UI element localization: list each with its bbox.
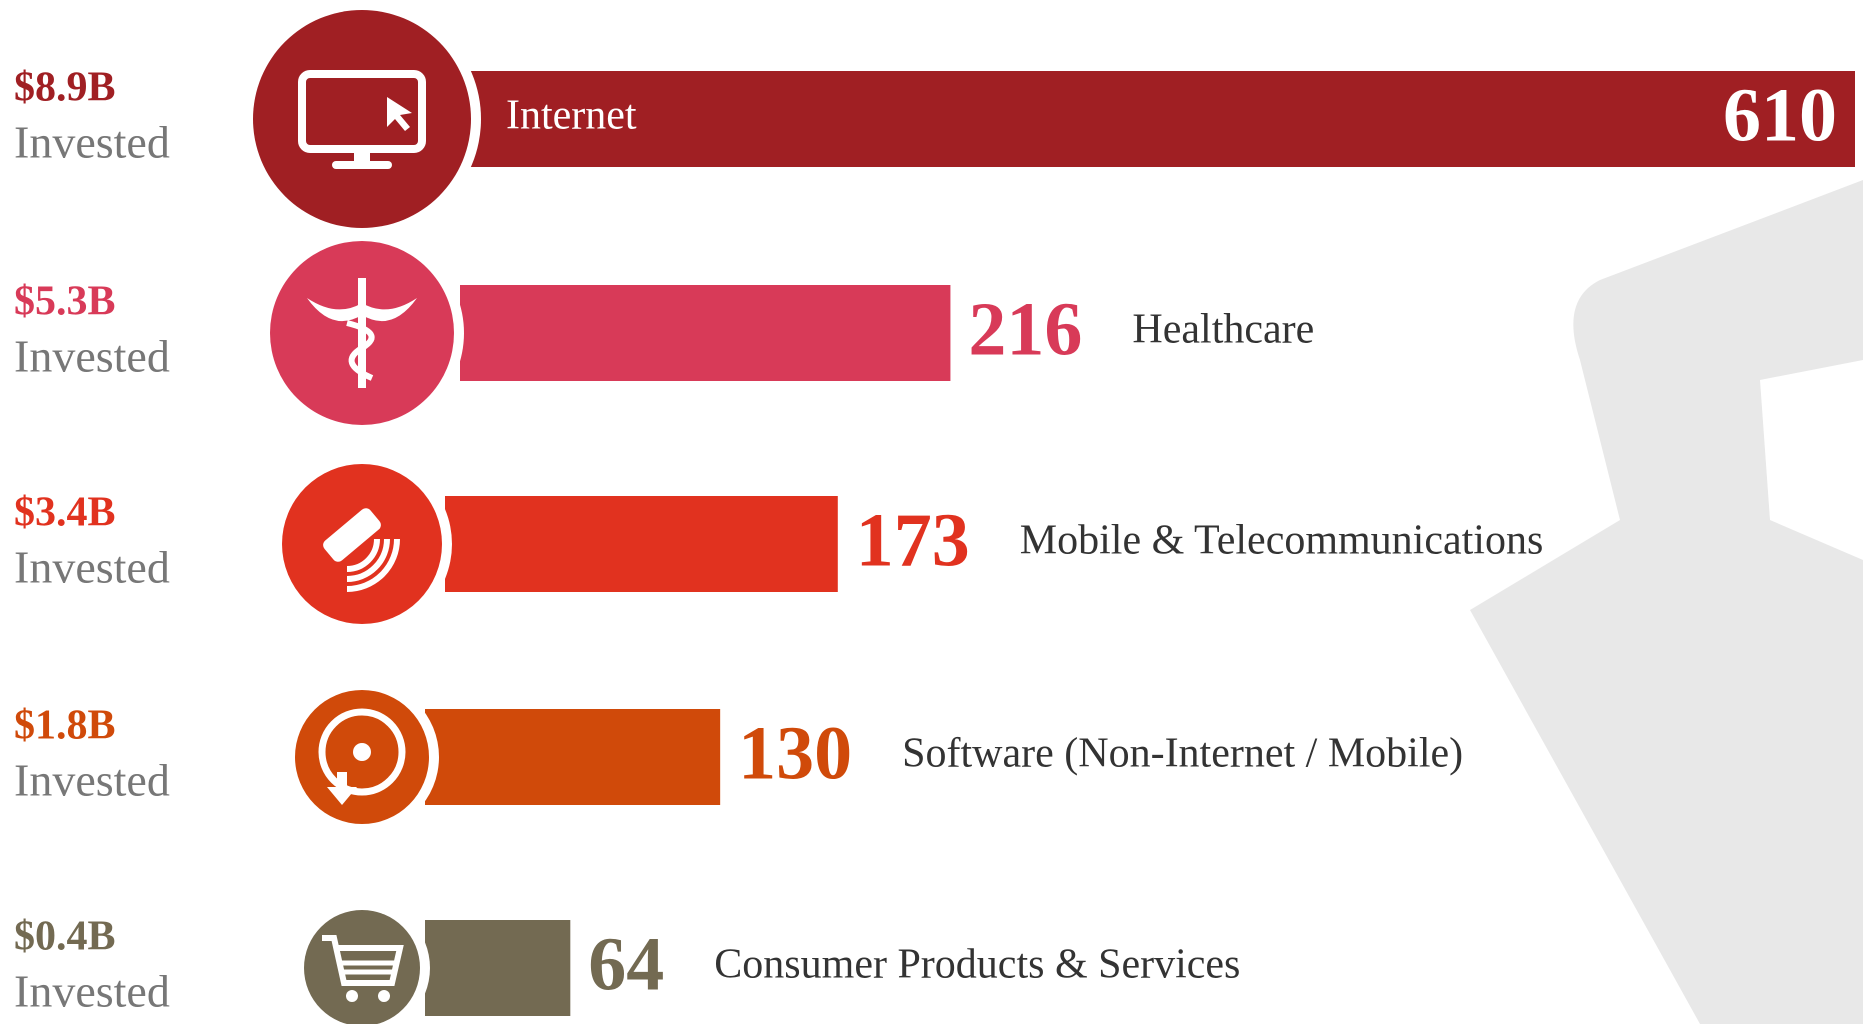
icon-part (327, 772, 357, 805)
category-label: Consumer Products & Services (714, 942, 1240, 988)
invested-label: Invested (14, 542, 170, 593)
invested-label: Invested (14, 966, 170, 1017)
bar (445, 496, 838, 592)
icon-part (346, 538, 380, 572)
category-label: Mobile & Telecommunications (1020, 518, 1544, 564)
icon-part (353, 743, 371, 761)
watermark-cut (1760, 360, 1863, 560)
icon-part (346, 538, 400, 592)
icon-part (346, 538, 390, 582)
icon-circle (253, 10, 471, 228)
invested-amount: $8.9B (14, 65, 116, 111)
icon-part (378, 990, 390, 1002)
icon (323, 508, 400, 592)
invested-amount: $0.4B (14, 914, 116, 960)
invested-amount: $1.8B (14, 703, 116, 749)
bar (425, 920, 571, 1016)
category-label: Software (Non-Internet / Mobile) (902, 731, 1463, 777)
invested-label: Invested (14, 331, 170, 382)
invested-amount: $5.3B (14, 279, 116, 325)
icon (298, 70, 426, 169)
icon (318, 708, 406, 805)
icon (322, 935, 404, 1002)
watermark (1470, 180, 1863, 1024)
value-label: 130 (738, 711, 852, 795)
icon-part (318, 708, 406, 796)
category-label: Internet (506, 93, 637, 139)
value-label: 610 (1723, 73, 1837, 157)
icon-part (307, 298, 417, 322)
icon-part (322, 935, 404, 986)
icon-part (354, 149, 370, 163)
bar (425, 709, 721, 805)
icon-part (387, 97, 412, 131)
icon-part (323, 508, 381, 562)
icon (307, 278, 417, 388)
watermark-shape (1470, 180, 1863, 1024)
bar (470, 71, 1855, 167)
icon-part (332, 161, 392, 169)
icon-circle (282, 464, 442, 624)
category-label: Healthcare (1132, 307, 1314, 353)
invested-amount: $3.4B (14, 490, 116, 536)
bar (460, 285, 951, 381)
icon-part (346, 320, 375, 381)
icon-part (346, 990, 358, 1002)
invested-label: Invested (14, 117, 170, 168)
icon-circle (304, 910, 420, 1024)
value-label: 64 (588, 922, 664, 1006)
value-label: 173 (856, 498, 970, 582)
value-label: 216 (968, 287, 1082, 371)
invested-label: Invested (14, 755, 170, 806)
icon-part (358, 278, 366, 388)
